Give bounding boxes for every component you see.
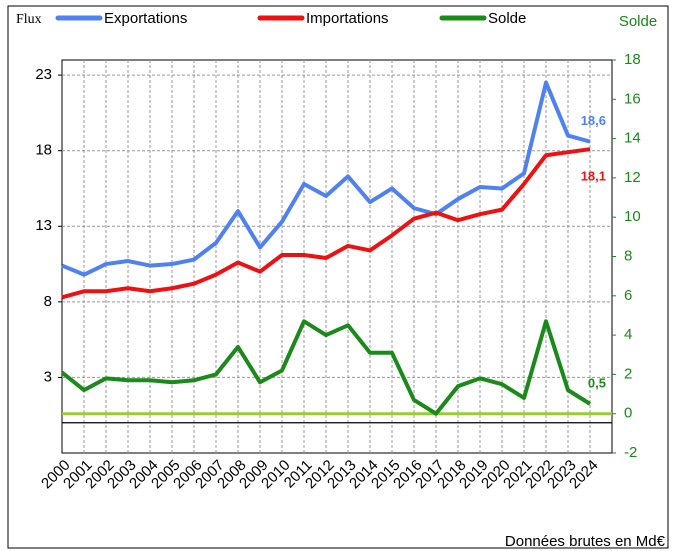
legend-label: Importations: [306, 10, 389, 27]
y2-tick-label: 12: [624, 169, 641, 186]
series-line: [61, 80, 591, 277]
y-tick-label: 23: [35, 66, 52, 83]
y2-axis-label: Solde: [619, 13, 657, 30]
series-line: [60, 319, 592, 416]
y2-tick-label: 14: [624, 130, 641, 147]
frame: [7, 5, 669, 549]
series-line: [61, 147, 591, 300]
plot-area: [61, 59, 613, 454]
y2-tick-label: -2: [624, 444, 637, 461]
y-tick-label: 13: [35, 217, 52, 234]
y2-tick-label: 2: [624, 365, 632, 382]
y2-tick-label: 10: [624, 208, 641, 225]
y-tick-label: 3: [44, 368, 52, 385]
value-label: 18,1: [581, 169, 606, 184]
value-label: 0,5: [588, 375, 606, 390]
y-axis-label: Flux: [16, 12, 42, 27]
legend-label: Exportations: [104, 10, 187, 27]
y2-tick-label: 6: [624, 287, 632, 304]
y2-tick-label: 8: [624, 247, 632, 264]
y2-tick-label: 18: [624, 51, 641, 68]
y-tick-label: 8: [44, 293, 52, 310]
y2-tick-label: 0: [624, 405, 632, 422]
y2-tick-label: 16: [624, 90, 641, 107]
y2-tick-label: 4: [624, 326, 632, 343]
value-label: 18,6: [581, 113, 606, 128]
note: Données brutes en Md€: [505, 533, 666, 550]
legend-label: Solde: [488, 10, 526, 27]
y-tick-label: 18: [35, 142, 52, 159]
